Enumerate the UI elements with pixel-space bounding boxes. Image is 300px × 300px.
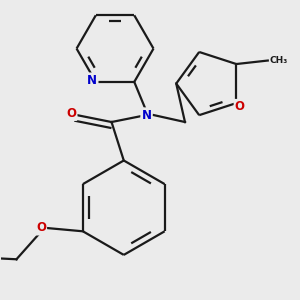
Text: N: N [142, 109, 152, 122]
Text: O: O [66, 107, 76, 120]
Text: O: O [235, 100, 245, 113]
Text: N: N [87, 74, 97, 87]
Text: O: O [36, 221, 46, 234]
Text: CH₃: CH₃ [269, 56, 288, 65]
